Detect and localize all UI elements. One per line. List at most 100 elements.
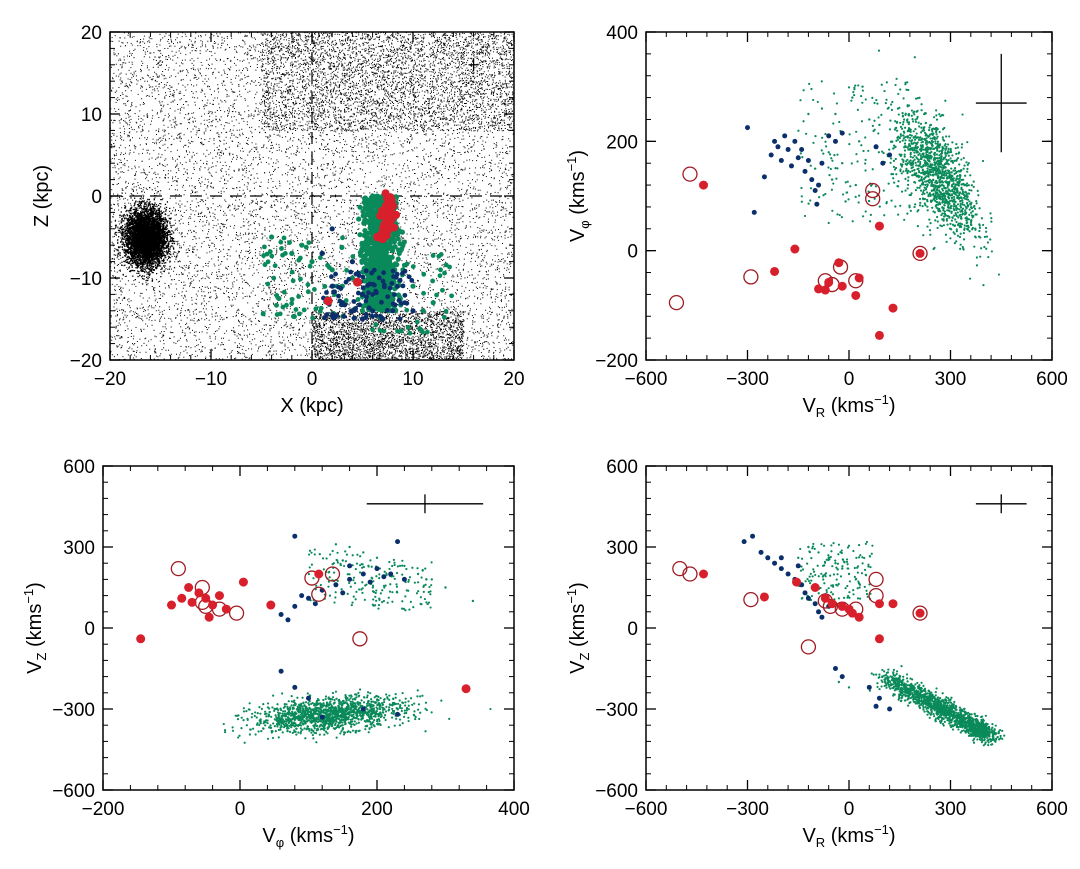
green-point <box>882 152 884 154</box>
green-point <box>916 110 918 112</box>
green-point <box>1003 735 1005 737</box>
green-point <box>385 706 387 708</box>
green-point <box>917 225 919 227</box>
green-point <box>830 157 832 159</box>
green-point <box>847 181 849 183</box>
blue-point <box>377 275 382 280</box>
green-point <box>304 737 306 739</box>
green-point <box>332 550 334 552</box>
green-point <box>976 264 978 266</box>
green-point <box>378 720 380 722</box>
green-point <box>335 719 337 721</box>
green-point <box>870 214 872 216</box>
green-point <box>917 146 919 148</box>
green-point <box>391 708 393 710</box>
green-point <box>302 711 304 713</box>
green-point <box>402 722 404 724</box>
blue-point <box>389 281 394 286</box>
green-point <box>836 102 838 104</box>
green-point <box>323 723 325 725</box>
green-point <box>922 181 924 183</box>
green-point <box>919 165 921 167</box>
green-point <box>936 153 938 155</box>
green-point <box>954 242 956 244</box>
green-point <box>899 168 901 170</box>
green-point <box>375 701 377 703</box>
blue-point <box>292 604 297 609</box>
green-point <box>335 691 337 693</box>
green-point <box>848 143 850 145</box>
green-point <box>965 207 967 209</box>
green-point <box>911 170 913 172</box>
green-point <box>829 153 831 155</box>
green-point <box>929 155 931 157</box>
green-point <box>968 193 970 195</box>
red-point <box>838 282 847 291</box>
green-point <box>961 199 963 201</box>
green-point <box>336 552 338 554</box>
green-point <box>361 592 363 594</box>
green-point <box>862 215 864 217</box>
green-point <box>373 719 375 721</box>
green-point <box>367 691 369 693</box>
green-point <box>926 168 928 170</box>
green-point <box>429 590 431 592</box>
green-point <box>938 157 940 159</box>
green-point <box>430 279 435 284</box>
green-point <box>344 268 349 273</box>
green-point <box>359 571 361 573</box>
green-point <box>948 197 950 199</box>
green-point <box>970 224 972 226</box>
plot-area <box>673 494 1027 746</box>
green-point <box>929 137 931 139</box>
blue-point <box>349 309 354 314</box>
blue-point <box>840 131 845 136</box>
green-point <box>947 183 949 185</box>
green-point <box>951 197 953 199</box>
green-point <box>489 708 491 710</box>
blue-point <box>392 292 397 297</box>
green-point <box>294 704 296 706</box>
green-point <box>263 262 268 267</box>
green-point <box>897 136 899 138</box>
green-point <box>434 293 439 298</box>
green-point <box>919 204 921 206</box>
green-point <box>897 180 899 182</box>
green-point <box>939 203 941 205</box>
green-point <box>942 128 944 130</box>
green-point <box>979 227 981 229</box>
green-point <box>881 84 883 86</box>
green-point <box>902 121 904 123</box>
green-point <box>894 84 896 86</box>
green-point <box>403 716 405 718</box>
green-point <box>946 177 948 179</box>
red-point <box>205 613 214 622</box>
green-point <box>404 701 406 703</box>
green-point <box>915 164 917 166</box>
green-point <box>930 200 932 202</box>
green-point <box>860 95 862 97</box>
green-point <box>955 240 957 242</box>
green-point <box>296 294 301 299</box>
green-point <box>959 200 961 202</box>
green-point <box>243 707 245 709</box>
green-point <box>942 181 944 183</box>
green-point <box>356 216 361 221</box>
green-point <box>328 571 330 573</box>
green-point <box>801 156 803 158</box>
green-point <box>849 185 851 187</box>
green-point <box>327 586 329 588</box>
y-tick-label: −200 <box>595 351 638 372</box>
green-point <box>262 244 267 249</box>
green-point <box>265 252 270 257</box>
green-point <box>237 718 239 720</box>
green-point <box>375 712 377 714</box>
green-point <box>941 188 943 190</box>
green-point <box>380 716 382 718</box>
green-point <box>911 118 913 120</box>
green-point <box>256 722 258 724</box>
green-point <box>865 98 867 100</box>
green-point <box>264 711 266 713</box>
green-point <box>362 218 367 223</box>
green-point <box>356 554 358 556</box>
